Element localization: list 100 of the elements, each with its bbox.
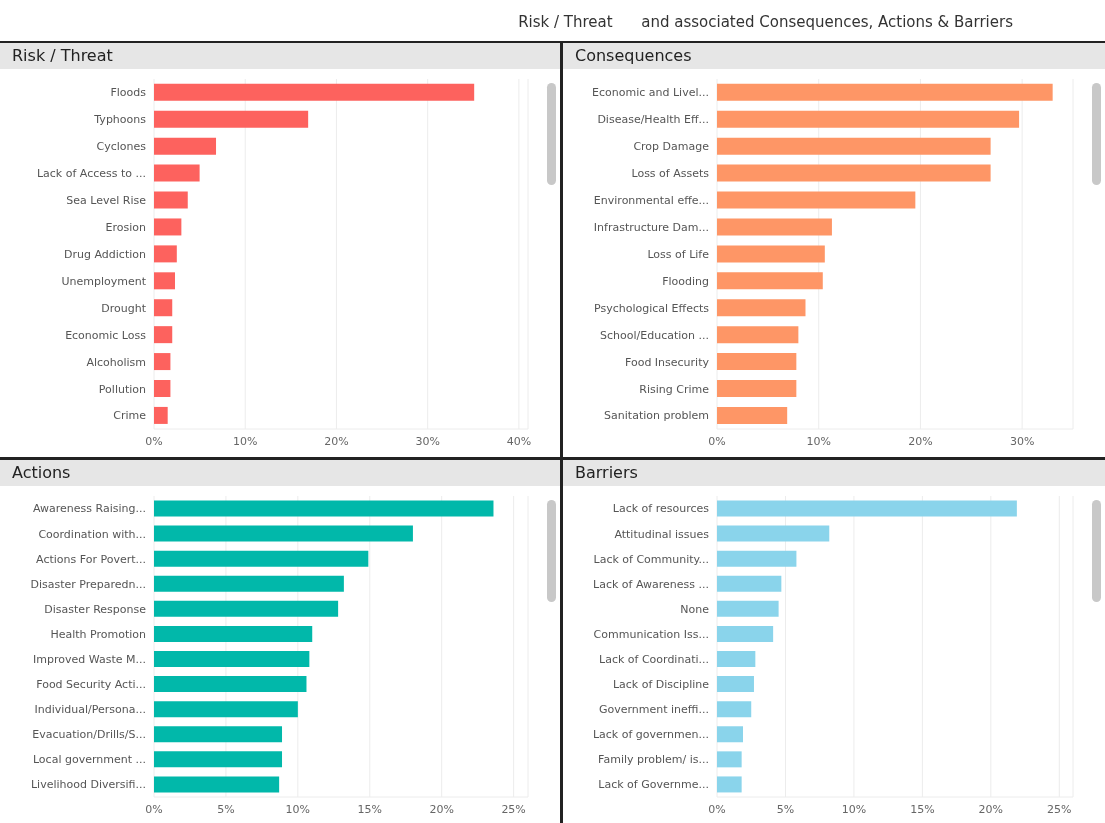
- y-tick-label: Government ineffi...: [598, 703, 709, 717]
- x-tick-label: 15%: [357, 802, 382, 816]
- bar: [154, 751, 283, 768]
- chart-title: Actions: [0, 460, 560, 486]
- bar: [154, 326, 173, 344]
- y-tick-label: Lack of Discipline: [612, 678, 710, 692]
- y-tick-label: Livelihood Diversifi...: [30, 778, 146, 792]
- y-tick-label: Awareness Raising...: [33, 502, 146, 516]
- x-tick-label: 10%: [806, 434, 831, 448]
- y-tick-label: Evacuation/Drills/S...: [32, 728, 146, 742]
- x-tick-label: 10%: [285, 802, 311, 816]
- y-tick-label: Communication Iss...: [593, 627, 709, 641]
- y-tick-label: Family problem/ is...: [598, 753, 709, 767]
- bar: [717, 245, 825, 263]
- bar: [154, 164, 200, 182]
- bar: [717, 751, 742, 768]
- bar: [717, 380, 797, 397]
- x-tick-label: 10%: [841, 802, 867, 816]
- bar: [717, 525, 830, 542]
- y-tick-label: Individual/Persona...: [34, 703, 146, 717]
- x-tick-label: 25%: [501, 802, 526, 816]
- bar: [717, 726, 744, 743]
- bar: [154, 299, 173, 317]
- x-tick-label: 40%: [506, 434, 532, 448]
- bar: [154, 776, 280, 793]
- y-tick-label: Lack of Governme...: [598, 778, 709, 792]
- bar: [154, 110, 309, 128]
- y-tick-label: Cyclones: [96, 140, 147, 154]
- y-tick-label: Food Security Acti...: [36, 678, 146, 692]
- y-tick-label: Loss of Life: [647, 247, 710, 261]
- y-tick-label: Attitudinal issues: [614, 527, 710, 541]
- bar: [717, 137, 991, 155]
- x-tick-label: 5%: [217, 802, 235, 816]
- y-tick-label: Disaster Response: [44, 602, 147, 616]
- bar: [154, 525, 413, 542]
- x-tick-label: 10%: [232, 434, 258, 448]
- x-tick-label: 0%: [145, 802, 163, 816]
- y-tick-label: Health Promotion: [50, 627, 147, 641]
- bar: [717, 500, 1017, 517]
- y-tick-label: Lack of governmen...: [592, 728, 709, 742]
- x-tick-label: 30%: [1009, 434, 1035, 448]
- y-tick-label: Lack of Community...: [593, 552, 709, 566]
- y-tick-label: Psychological Effects: [594, 301, 710, 315]
- bar: [717, 299, 806, 317]
- bar: [154, 726, 283, 743]
- x-tick-label: 0%: [708, 802, 726, 816]
- chart-title: Barriers: [563, 460, 1105, 486]
- y-tick-label: Lack of Awareness ...: [593, 577, 709, 591]
- y-tick-label: Sanitation problem: [604, 409, 709, 423]
- bar: [717, 353, 797, 371]
- bar: [717, 575, 782, 592]
- bar: [154, 137, 217, 155]
- bar: [154, 651, 310, 668]
- bar: [154, 83, 475, 101]
- bar: [154, 353, 171, 371]
- bar: [154, 406, 168, 424]
- y-tick-label: Alcoholism: [86, 355, 146, 369]
- x-tick-label: 15%: [910, 802, 935, 816]
- bar: [154, 625, 313, 642]
- y-tick-label: Crime: [113, 409, 147, 423]
- y-tick-label: Lack of resources: [612, 502, 710, 516]
- y-tick-label: Drug Addiction: [64, 247, 147, 261]
- x-tick-label: 20%: [324, 434, 349, 448]
- bar: [717, 83, 1053, 101]
- bar: [154, 272, 175, 290]
- y-tick-label: Lack of Access to ...: [36, 167, 146, 181]
- y-tick-label: Drought: [101, 301, 147, 315]
- bar: [154, 575, 344, 592]
- bar: [154, 550, 369, 567]
- bar: [717, 191, 916, 209]
- chart-title: Consequences: [563, 43, 1105, 69]
- y-tick-label: Erosion: [105, 220, 147, 234]
- y-tick-label: Actions For Povert...: [36, 552, 146, 566]
- x-tick-label: 20%: [908, 434, 933, 448]
- bar: [717, 164, 991, 182]
- x-tick-label: 30%: [415, 434, 440, 448]
- y-tick-label: Improved Waste M...: [33, 652, 146, 666]
- y-tick-label: Economic Loss: [65, 328, 147, 342]
- y-tick-label: Flooding: [662, 274, 709, 288]
- bar: [154, 600, 339, 617]
- y-tick-label: Rising Crime: [639, 382, 710, 396]
- bar: [717, 701, 752, 718]
- y-tick-label: Coordination with...: [38, 527, 146, 541]
- bar: [154, 218, 182, 236]
- text: Risk / Threat and associated Consequences, Actions & Barriers: [518, 13, 1013, 31]
- y-tick-label: Pollution: [98, 382, 147, 396]
- bar: [717, 406, 788, 424]
- bar: [154, 191, 188, 209]
- y-tick-label: None: [680, 602, 710, 616]
- bar: [154, 245, 177, 263]
- y-tick-label: Sea Level Rise: [66, 194, 147, 208]
- y-tick-label: Infrastructure Dam...: [593, 220, 709, 234]
- y-tick-label: Typhoons: [93, 113, 147, 127]
- x-tick-label: 0%: [708, 434, 726, 448]
- y-tick-label: School/Education ...: [600, 328, 709, 342]
- y-tick-label: Local government ...: [32, 753, 146, 767]
- bar: [717, 676, 754, 693]
- bar: [154, 676, 307, 693]
- y-tick-label: Lack of Coordinati...: [599, 652, 709, 666]
- y-tick-label: Loss of Assets: [631, 167, 710, 181]
